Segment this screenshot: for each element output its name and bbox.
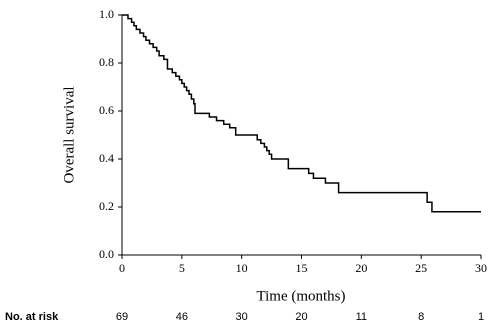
risk-value: 20 bbox=[295, 311, 307, 323]
y-tick-label: 0.4 bbox=[99, 151, 114, 165]
y-tick-label: 0.8 bbox=[99, 55, 114, 69]
y-tick-label: 0.2 bbox=[99, 199, 114, 213]
x-tick-label: 15 bbox=[296, 261, 308, 275]
x-tick-label: 30 bbox=[475, 261, 487, 275]
y-tick-label: 0.0 bbox=[99, 247, 114, 261]
y-axis-title: Overall survival bbox=[61, 86, 77, 183]
risk-value: 11 bbox=[356, 311, 367, 323]
x-axis-title: Time (months) bbox=[256, 288, 345, 304]
x-tick-label: 10 bbox=[236, 261, 248, 275]
x-tick-label: 20 bbox=[355, 261, 367, 275]
x-tick-label: 5 bbox=[179, 261, 185, 275]
risk-value: 30 bbox=[236, 311, 248, 323]
risk-label: No. at risk bbox=[5, 311, 59, 323]
risk-value: 69 bbox=[116, 311, 128, 323]
survival-curve bbox=[122, 14, 481, 213]
y-tick-label: 1.0 bbox=[99, 7, 114, 21]
risk-value: 8 bbox=[418, 311, 424, 323]
risk-value: 46 bbox=[176, 311, 188, 323]
x-tick-label: 25 bbox=[415, 261, 427, 275]
risk-value: 1 bbox=[478, 311, 484, 323]
y-tick-label: 0.6 bbox=[99, 103, 114, 117]
x-tick-label: 0 bbox=[119, 261, 125, 275]
